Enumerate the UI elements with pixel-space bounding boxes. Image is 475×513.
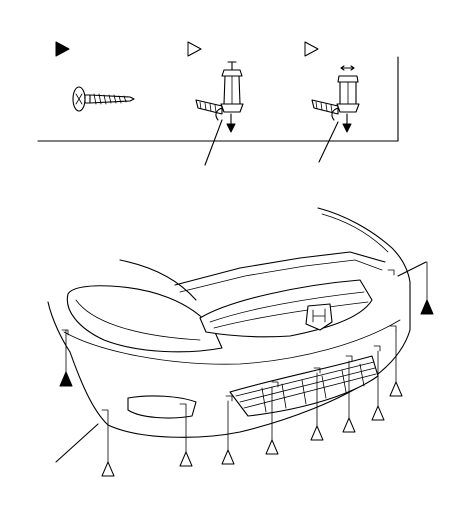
open-triangle-marker bbox=[221, 449, 235, 465]
open-triangle-marker bbox=[371, 405, 385, 421]
solid-triangle-marker bbox=[59, 371, 73, 387]
open-triangle-marker bbox=[187, 41, 202, 57]
headlight bbox=[66, 285, 223, 353]
solid-triangle-marker bbox=[55, 41, 70, 57]
leader-line bbox=[204, 119, 223, 166]
legend-screw bbox=[55, 41, 135, 112]
solid-triangle-marker bbox=[420, 299, 434, 315]
open-triangle-marker bbox=[304, 41, 319, 57]
leader-line bbox=[318, 121, 339, 163]
leader-line bbox=[397, 261, 427, 277]
front-bumper-assembly bbox=[47, 207, 411, 438]
legend-box-frame bbox=[37, 56, 399, 142]
open-triangle-marker bbox=[310, 425, 324, 441]
screw-icon bbox=[72, 86, 135, 112]
open-triangle-marker bbox=[179, 451, 193, 467]
fastener-location-markers bbox=[55, 261, 434, 477]
emblem bbox=[305, 303, 333, 331]
fog-light bbox=[127, 395, 197, 419]
open-triangle-marker bbox=[101, 461, 115, 477]
clip-points bbox=[61, 269, 397, 416]
legend-clip-2 bbox=[304, 41, 360, 163]
open-triangle-marker bbox=[265, 439, 279, 455]
open-triangle-marker bbox=[342, 417, 356, 433]
upper-grille bbox=[199, 279, 373, 338]
leader-line bbox=[55, 423, 99, 463]
clip-icon bbox=[311, 65, 360, 133]
hood-outline bbox=[119, 259, 197, 301]
clip-icon bbox=[195, 61, 244, 133]
legend-clip-1 bbox=[187, 41, 244, 166]
open-triangle-marker bbox=[389, 381, 403, 397]
fender-outline bbox=[317, 207, 411, 283]
fastener-legend bbox=[37, 41, 399, 166]
